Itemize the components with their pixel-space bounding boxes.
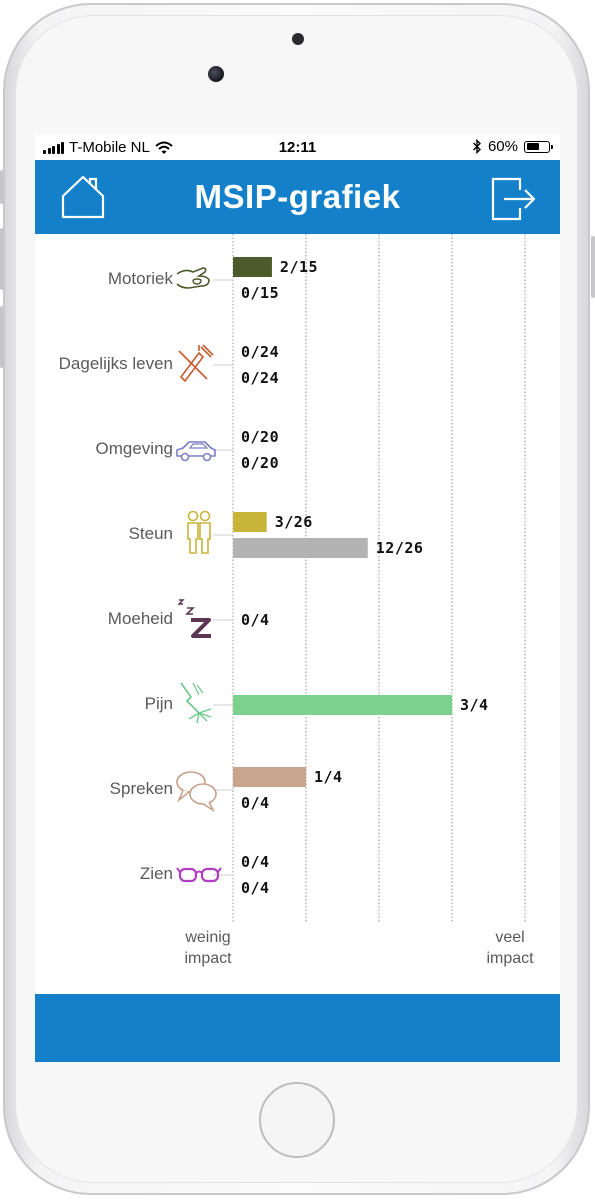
status-bar: T-Mobile NL 12:11 60% <box>35 134 560 160</box>
screen: T-Mobile NL 12:11 60% MSIP-grafiek <box>35 134 560 1062</box>
glasses-icon-part <box>200 867 220 883</box>
people-icon-part <box>187 510 199 522</box>
bar-value-label: 1/4 <box>314 768 343 786</box>
axis-label-low: weinig impact <box>163 927 253 969</box>
page-title: MSIP-grafiek <box>194 178 401 215</box>
speech-icon-part <box>189 783 217 805</box>
glasses-icon-part <box>178 867 198 883</box>
app-header: MSIP-grafiek <box>35 160 560 234</box>
status-time: 12:11 <box>278 139 317 156</box>
bar-value-label: 2/15 <box>279 258 319 276</box>
car-icon-part <box>188 443 209 449</box>
car-icon-part <box>176 441 216 457</box>
sleep-icon-part <box>185 607 195 615</box>
bluetooth-icon <box>472 139 481 154</box>
glasses-icon <box>176 867 222 883</box>
category-label: Moeheid <box>107 609 173 628</box>
bar-value-label: 0/20 <box>241 454 280 472</box>
car-icon-part <box>180 452 190 462</box>
exit-icon[interactable] <box>490 176 538 222</box>
msip-chart: weinig impact veel impact Motoriek 2/15 0/… <box>35 234 560 994</box>
battery-icon <box>524 140 553 153</box>
bar-value-label: 0/4 <box>241 879 270 897</box>
car-icon <box>176 441 216 462</box>
chart-canvas <box>176 234 526 922</box>
wifi-icon <box>155 141 173 154</box>
hand-icon <box>176 267 210 289</box>
axis-label-high: veel impact <box>465 927 555 969</box>
people-icon-part <box>199 522 211 554</box>
axis-label-high-line2: impact <box>486 950 534 967</box>
pain-icon-part <box>188 708 212 724</box>
sleep-icon-part <box>177 599 185 605</box>
bar <box>233 695 452 715</box>
toothbrush-icon-part <box>178 350 208 380</box>
people-icon-part <box>199 510 211 522</box>
car-icon-part <box>202 452 212 462</box>
pain-icon-part <box>192 682 204 696</box>
bar-value-label: 12/26 <box>375 539 424 557</box>
people-icon <box>187 510 211 554</box>
axis-label-low-line1: weinig <box>185 929 231 946</box>
sleep-icon-part <box>191 618 211 638</box>
speech-icon-part <box>202 801 215 813</box>
bar-value-label: 0/4 <box>241 794 270 812</box>
front-camera <box>208 66 224 82</box>
bar-value-label: 3/4 <box>460 696 489 714</box>
status-right: 60% <box>472 138 553 155</box>
home-hardware-button[interactable] <box>259 1082 335 1158</box>
toothbrush-icon-part <box>200 344 214 358</box>
bar-value-label: 0/4 <box>241 611 270 629</box>
carrier-name: T-Mobile NL <box>69 139 150 156</box>
bar <box>233 257 272 277</box>
category-label: Spreken <box>109 779 173 798</box>
bar <box>233 767 306 787</box>
people-icon-part <box>187 522 199 554</box>
bar-value-label: 0/24 <box>241 343 280 361</box>
carrier-group: T-Mobile NL <box>43 139 173 156</box>
sleep-icon <box>177 599 211 638</box>
bar-value-label: 3/26 <box>274 513 313 531</box>
home-icon[interactable] <box>59 174 107 220</box>
category-label: Zien <box>139 864 173 883</box>
bar-value-label: 0/20 <box>241 428 280 446</box>
pain-icon <box>180 682 212 724</box>
battery-fill <box>526 143 539 150</box>
app-footer <box>35 994 560 1062</box>
hand-icon-part <box>192 278 202 285</box>
category-label: Omgeving <box>95 439 173 458</box>
toothbrush-icon <box>178 344 214 383</box>
bar <box>233 512 267 532</box>
category-label: Pijn <box>144 694 173 713</box>
speech-icon <box>176 771 217 813</box>
axis-label-high-line1: veel <box>495 929 525 946</box>
speech-icon-part <box>177 789 190 803</box>
earpiece <box>292 33 304 45</box>
bar-value-label: 0/15 <box>241 284 280 302</box>
glasses-icon-part <box>176 867 222 874</box>
category-label: Dagelijks leven <box>58 354 173 373</box>
battery-percentage: 60% <box>487 138 518 155</box>
toothbrush-icon-part <box>179 351 205 383</box>
volume-down-button <box>0 306 4 368</box>
power-button <box>591 236 595 298</box>
signal-icon <box>43 141 64 154</box>
category-label: Motoriek <box>107 269 173 288</box>
category-label: Steun <box>128 524 173 543</box>
volume-up-button <box>0 228 4 290</box>
hand-icon-part <box>176 267 210 289</box>
bar <box>233 538 368 558</box>
axis-label-low-line2: impact <box>184 950 232 967</box>
pain-icon-part <box>180 682 200 714</box>
mute-switch <box>0 170 4 204</box>
bar-value-label: 0/4 <box>241 853 270 871</box>
bar-value-label: 0/24 <box>241 369 280 387</box>
